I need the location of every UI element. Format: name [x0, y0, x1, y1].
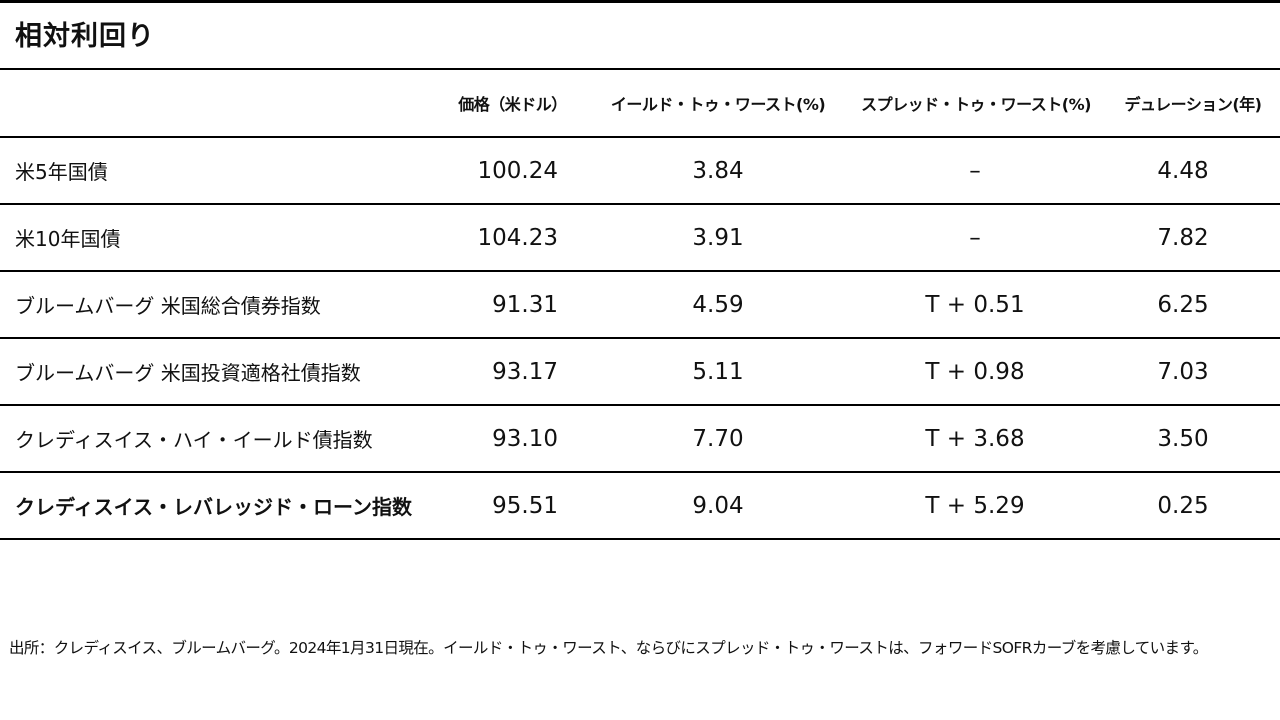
header-duration: デュレーション(年): [1124, 95, 1263, 114]
yield-to-worst-cell: 3.91: [692, 224, 744, 251]
table-row: 米5年国債 100.24 3.84 – 4.48: [0, 136, 1280, 203]
spread-to-worst-cell: T + 5.29: [925, 492, 1025, 519]
row-label: 米10年国債: [15, 227, 121, 251]
yield-to-worst-cell: 5.11: [692, 358, 744, 385]
price-cell: 95.51: [492, 492, 558, 519]
duration-cell: 3.50: [1157, 425, 1209, 452]
price-cell: 93.10: [492, 425, 558, 452]
duration-cell: 7.82: [1157, 224, 1209, 251]
row-label: クレディスイス・レバレッジド・ローン指数: [15, 495, 412, 519]
row-label: 米5年国債: [15, 160, 108, 184]
row-label: ブルームバーグ 米国総合債券指数: [15, 294, 321, 318]
yield-to-worst-cell: 9.04: [692, 492, 744, 519]
header-spread-to-worst: スプレッド・トゥ・ワースト(%): [861, 95, 1091, 114]
row-label: クレディスイス・ハイ・イールド債指数: [15, 428, 373, 452]
price-cell: 91.31: [492, 291, 558, 318]
page-title: 相対利回り: [15, 21, 155, 52]
table-row: ブルームバーグ 米国投資適格社債指数 93.17 5.11 T + 0.98 7…: [0, 337, 1280, 404]
yield-to-worst-cell: 4.59: [692, 291, 744, 318]
table-row: 米10年国債 104.23 3.91 – 7.82: [0, 203, 1280, 270]
header-yield-to-worst: イールド・トゥ・ワースト(%): [610, 95, 826, 114]
yield-to-worst-cell: 7.70: [692, 425, 744, 452]
spread-to-worst-cell: –: [969, 224, 981, 251]
table-row: ブルームバーグ 米国総合債券指数 91.31 4.59 T + 0.51 6.2…: [0, 270, 1280, 337]
header-price: 価格（米ドル）: [458, 95, 567, 114]
duration-cell: 6.25: [1157, 291, 1209, 318]
spread-to-worst-cell: T + 0.98: [925, 358, 1025, 385]
spread-to-worst-cell: –: [969, 157, 981, 184]
source-footnote: 出所：クレディスイス、ブルームバーグ。2024年1月31日現在。イールド・トゥ・…: [9, 639, 1208, 657]
price-cell: 100.24: [477, 157, 558, 184]
price-cell: 104.23: [477, 224, 558, 251]
row-label: ブルームバーグ 米国投資適格社債指数: [15, 361, 361, 385]
yield-table: 価格（米ドル） イールド・トゥ・ワースト(%) スプレッド・トゥ・ワースト(%)…: [0, 68, 1280, 540]
price-cell: 93.17: [492, 358, 558, 385]
duration-cell: 7.03: [1157, 358, 1209, 385]
table-row: クレディスイス・レバレッジド・ローン指数 95.51 9.04 T + 5.29…: [0, 471, 1280, 540]
spread-to-worst-cell: T + 0.51: [925, 291, 1025, 318]
duration-cell: 0.25: [1157, 492, 1209, 519]
duration-cell: 4.48: [1157, 157, 1209, 184]
table-header-row: 価格（米ドル） イールド・トゥ・ワースト(%) スプレッド・トゥ・ワースト(%)…: [0, 68, 1280, 136]
yield-to-worst-cell: 3.84: [692, 157, 744, 184]
spread-to-worst-cell: T + 3.68: [925, 425, 1025, 452]
table-row: クレディスイス・ハイ・イールド債指数 93.10 7.70 T + 3.68 3…: [0, 404, 1280, 471]
top-rule: [0, 0, 1280, 3]
